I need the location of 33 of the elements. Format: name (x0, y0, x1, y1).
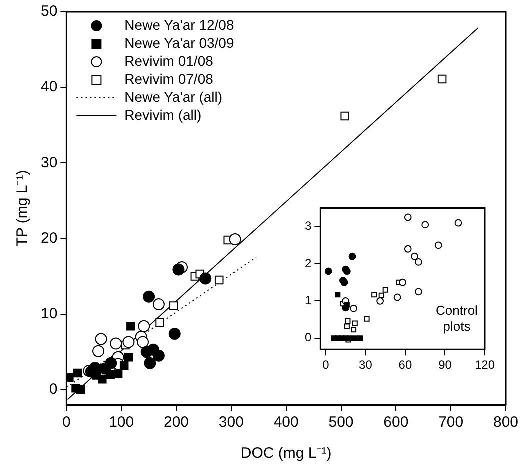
annotation: Control plots (436, 303, 478, 334)
y-tick-label: 3 (304, 219, 312, 234)
y-tick-label: 10 (40, 305, 58, 322)
x-tick-label: 60 (398, 358, 412, 372)
legend-label: Newe Ya'ar 03/09 (124, 34, 234, 51)
x-tick-label: 200 (164, 414, 190, 432)
y-axis-title: TP (mg L⁻¹) (14, 170, 32, 247)
legend-label: Newe Ya'ar 12/08 (124, 16, 234, 33)
x-tick-label: 100 (109, 414, 134, 432)
legend-label: Revivim 07/08 (124, 70, 214, 87)
x-tick-label: 600 (384, 414, 409, 432)
y-tick-label: 2 (304, 256, 312, 270)
x-axis-title: DOC (mg L⁻¹) (240, 445, 332, 462)
y-tick-label: 0 (304, 330, 312, 345)
x-tick-label: 500 (328, 414, 354, 432)
legend-label: Revivim 01/08 (124, 52, 214, 69)
x-tick-label: 90 (438, 358, 452, 372)
x-tick-label: 120 (474, 358, 496, 372)
legend-label: Newe Ya'ar (all) (124, 88, 223, 105)
y-tick-label: 1 (304, 294, 312, 308)
y-tick-label: 20 (40, 230, 58, 247)
y-tick-label: 30 (40, 154, 58, 172)
x-tick-label: 400 (274, 414, 299, 432)
x-tick-label: 300 (218, 414, 244, 432)
y-tick-label: 50 (40, 3, 58, 20)
x-tick-label: 0 (62, 414, 71, 432)
x-tick-label: 800 (493, 414, 519, 432)
legend-label: Revivim (all) (124, 106, 202, 123)
y-tick-label: 40 (40, 78, 58, 96)
x-tick-label: 30 (359, 358, 373, 372)
y-tick-label: 0 (49, 381, 58, 398)
x-tick-label: 700 (438, 414, 464, 432)
x-tick-label: 0 (322, 358, 330, 372)
